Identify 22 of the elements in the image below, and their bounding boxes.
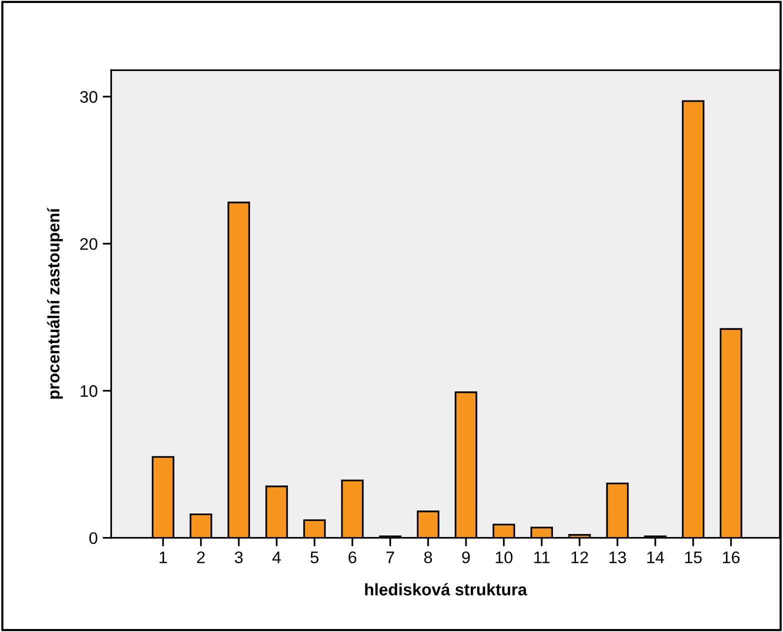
x-tick-label: 12 (572, 551, 588, 564)
x-tick-label: 5 (310, 552, 318, 564)
x-tick-label: 6 (348, 551, 356, 564)
x-tick-label: 13 (609, 551, 626, 564)
x-tick-label: 11 (534, 552, 550, 564)
x-tick-label: 14 (647, 552, 664, 564)
x-tick-label: 4 (272, 552, 281, 564)
x-tick-label: 3 (234, 551, 243, 564)
y-tick-label: 30 (80, 91, 98, 103)
x-tick-label: 7 (386, 552, 394, 564)
x-tick-label: 2 (197, 551, 205, 564)
x-tick-label: 10 (496, 551, 512, 564)
x-tick-label: 8 (424, 551, 432, 564)
x-tick-label: 1 (160, 552, 167, 564)
y-tick-label: 20 (80, 238, 98, 250)
y-tick-label: 10 (80, 385, 98, 397)
y-axis-title: procentuální zastoupení (47, 208, 63, 399)
x-axis-title: hledisková struktura (365, 583, 528, 596)
y-tick-label: 0 (89, 532, 98, 544)
x-tick-label: 16 (723, 551, 740, 564)
x-tick-label: 9 (462, 551, 470, 564)
x-tick-label: 15 (685, 552, 702, 564)
